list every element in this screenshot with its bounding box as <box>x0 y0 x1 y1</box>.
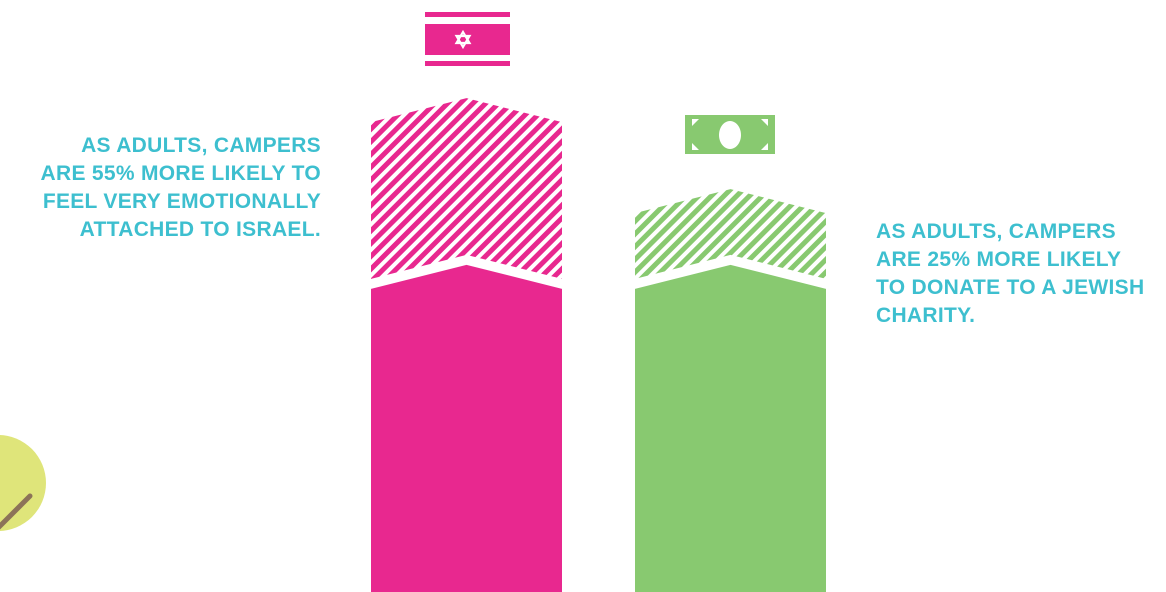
caption-israel-line-1: AS ADULTS, CAMPERS <box>81 134 321 157</box>
bars-group <box>371 98 826 592</box>
bar-israel-increase <box>371 98 562 279</box>
caption-israel-line-2: ARE 55% MORE LIKELY TO <box>40 162 321 185</box>
bar-israel-base <box>371 264 562 592</box>
caption-charity-line-4: CHARITY. <box>876 304 976 327</box>
bar-charity-base <box>635 264 826 592</box>
caption-israel-line-3: FEEL VERY EMOTIONALLY <box>42 190 321 213</box>
caption-charity: AS ADULTS, CAMPERS ARE 25% MORE LIKELY T… <box>876 218 1144 330</box>
caption-charity-line-3: TO DONATE TO A JEWISH <box>876 276 1145 299</box>
decorative-circle <box>0 435 46 531</box>
bar-charity-increase <box>635 189 826 279</box>
caption-charity-line-1: AS ADULTS, CAMPERS <box>876 220 1116 243</box>
dollar-bill-icon <box>685 115 775 154</box>
caption-israel: AS ADULTS, CAMPERS ARE 55% MORE LIKELY T… <box>41 132 321 244</box>
caption-israel-line-4: ATTACHED TO ISRAEL. <box>79 218 321 241</box>
caption-charity-line-2: ARE 25% MORE LIKELY <box>876 248 1122 271</box>
israel-flag-icon <box>425 12 510 66</box>
